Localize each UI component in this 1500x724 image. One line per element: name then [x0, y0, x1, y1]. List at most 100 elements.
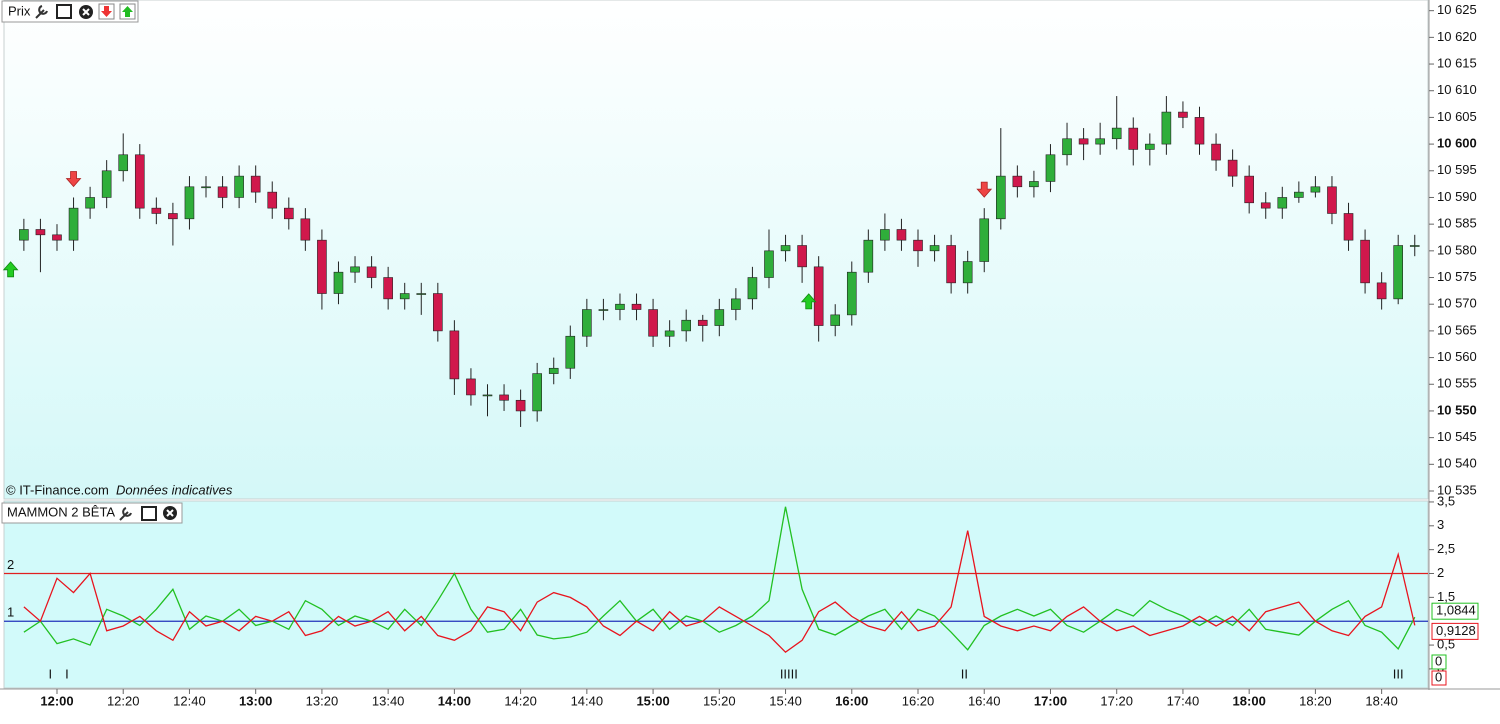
- price-header: Prix: [1, 0, 139, 23]
- candle-body: [449, 330, 460, 380]
- candle-body: [151, 207, 162, 214]
- candle-body: [979, 218, 990, 262]
- x-tick-label: 18:20: [1299, 693, 1332, 708]
- candle-body: [1145, 143, 1155, 150]
- candle-body: [813, 266, 824, 326]
- candle-body: [68, 207, 79, 241]
- y-tick-label: 10 555: [1437, 376, 1477, 391]
- x-tick-label: 18:00: [1233, 693, 1266, 708]
- candle-body: [1128, 127, 1139, 150]
- count-label: 0: [1435, 653, 1442, 668]
- y-tick-label: 10 595: [1437, 162, 1477, 177]
- settings-icon[interactable]: [119, 507, 132, 521]
- candle-body: [1376, 282, 1387, 300]
- candle-body: [1294, 191, 1304, 198]
- candle-body: [1161, 111, 1172, 145]
- candle-body: [383, 277, 393, 300]
- candle-body: [1012, 175, 1023, 188]
- window-icon[interactable]: [141, 506, 157, 521]
- y-tick-label: 10 620: [1437, 29, 1477, 44]
- indicator-line: [23, 506, 1416, 651]
- y-tick-label: 3,5: [1437, 493, 1455, 508]
- y-tick-label: 0,5: [1437, 637, 1455, 652]
- x-tick-label: 12:40: [173, 693, 206, 708]
- x-tick-label: 13:20: [306, 693, 339, 708]
- candle-body: [946, 245, 956, 284]
- candle-body: [913, 239, 923, 252]
- value-box: [1431, 602, 1479, 620]
- x-tick-label: 12:00: [40, 693, 73, 708]
- down-arrow: [101, 6, 112, 17]
- candle-body: [1062, 138, 1072, 156]
- y-tick-label: 10 575: [1437, 269, 1477, 284]
- x-tick-label: 16:00: [835, 693, 868, 708]
- candle-body: [664, 330, 675, 337]
- candle-body: [1327, 186, 1337, 214]
- x-tick-label: 14:00: [438, 693, 471, 708]
- candle-body: [134, 154, 145, 209]
- source: © IT-Finance.com: [6, 482, 109, 497]
- candle-body: [433, 293, 443, 332]
- settings-icon[interactable]: [35, 5, 48, 19]
- y-tick-label: 10 580: [1437, 242, 1477, 257]
- candle-body: [697, 319, 708, 326]
- x-tick-label: 18:40: [1365, 693, 1398, 708]
- sell-signal: [65, 171, 82, 188]
- candle-body: [962, 261, 973, 284]
- y-tick-label: 10 535: [1437, 482, 1477, 497]
- panel-title: Prix: [8, 3, 31, 18]
- header-box: [1, 502, 183, 524]
- candle-body: [366, 266, 377, 278]
- y-tick-label: 2: [1437, 565, 1444, 580]
- candle-body: [482, 394, 493, 397]
- candle-body: [250, 175, 261, 193]
- y-tick-label: 3: [1437, 517, 1444, 532]
- candle-body: [317, 239, 327, 294]
- candle-body: [1244, 175, 1254, 204]
- x-tick-label: 17:20: [1100, 693, 1133, 708]
- candle-body: [1178, 111, 1188, 118]
- candle-body: [333, 271, 344, 294]
- indicator-line: [23, 530, 1416, 654]
- candle-body: [631, 303, 642, 310]
- buy-signal: [2, 261, 19, 278]
- candle-body: [184, 186, 195, 220]
- y-tick-label: 1,5: [1437, 589, 1455, 604]
- close-cross: [82, 8, 90, 16]
- candle-body: [615, 303, 625, 310]
- window-icon[interactable]: [56, 4, 72, 19]
- candle-body: [1078, 138, 1089, 145]
- x-tick-label: 14:40: [571, 693, 604, 708]
- x-tick-label: 17:00: [1034, 693, 1067, 708]
- candle-body: [300, 218, 311, 241]
- level-label: 2: [7, 557, 14, 572]
- candle-body: [731, 298, 741, 310]
- candle-body: [797, 245, 807, 268]
- bar-mark: III: [1393, 666, 1404, 681]
- candle-body: [565, 335, 576, 369]
- candle-body: [1111, 127, 1122, 140]
- buy-signal: [800, 293, 817, 310]
- x-tick-label: 13:40: [372, 693, 405, 708]
- y-tick-label: 10 585: [1437, 216, 1477, 231]
- indicator-header: MAMMON 2 BÊTA: [1, 502, 183, 524]
- x-tick-label: 15:40: [769, 693, 802, 708]
- candle-body: [234, 175, 244, 198]
- candle-body: [515, 399, 526, 412]
- count-box: [1431, 654, 1447, 670]
- up-arrow: [122, 6, 133, 17]
- candle-body: [863, 239, 874, 273]
- price-panel: [3, 0, 1429, 500]
- candle-body: [830, 314, 841, 326]
- candle-body: [1194, 117, 1205, 145]
- value-box: [1431, 622, 1479, 640]
- candle-body: [714, 309, 725, 326]
- value-label: 0,9128: [1436, 623, 1476, 638]
- candle-body: [1360, 239, 1370, 284]
- x-tick-label: 17:40: [1167, 693, 1200, 708]
- y-tick-label: 10 600: [1437, 136, 1477, 151]
- candle-body: [780, 245, 791, 252]
- y-tick-label: 10 570: [1437, 296, 1477, 311]
- candle-body: [995, 175, 1006, 220]
